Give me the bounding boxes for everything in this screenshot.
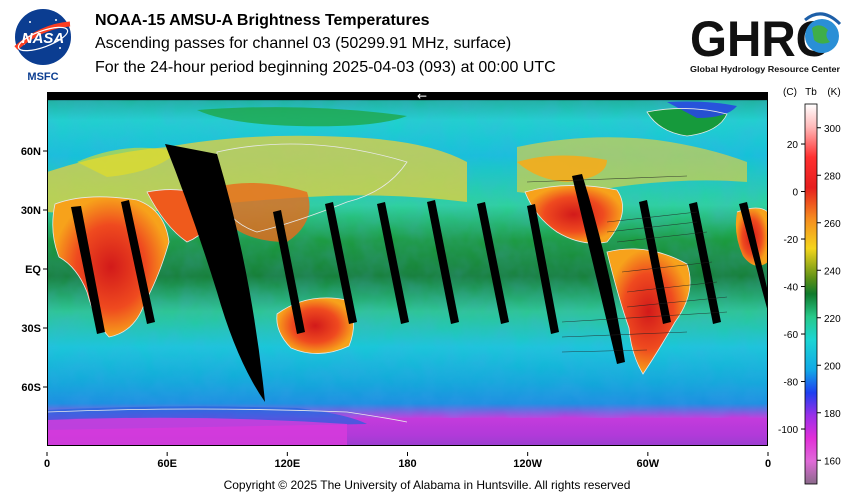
x-tick-label: 60W bbox=[637, 458, 660, 470]
colorbar-tb-header: Tb bbox=[805, 87, 817, 98]
y-tick-label: 60N bbox=[21, 146, 41, 158]
swath-gaps bbox=[71, 144, 768, 402]
y-tick-label: 30S bbox=[21, 323, 41, 335]
celsius-tick-label: -80 bbox=[784, 378, 799, 389]
x-tick-label: 120W bbox=[513, 458, 542, 470]
celsius-tick-label: -20 bbox=[784, 235, 799, 246]
ghrc-tagline: Global Hydrology Resource Center bbox=[690, 65, 840, 74]
y-tick-label: EQ bbox=[25, 264, 41, 276]
nasa-logo: NASA MSFC bbox=[12, 8, 76, 83]
x-tick-label: 0 bbox=[44, 458, 50, 470]
kelvin-tick-label: 300 bbox=[824, 124, 841, 135]
ghrc-logo: GHRC Global Hydrology Resource Center bbox=[688, 10, 850, 76]
celsius-tick-label: 0 bbox=[792, 188, 798, 199]
celsius-tick-label: 20 bbox=[787, 140, 799, 151]
celsius-tick-label: -40 bbox=[784, 283, 799, 294]
longitude-axis: 0 60E 120E 180 120W 60W 0 bbox=[44, 452, 771, 470]
kelvin-tick-label: 180 bbox=[824, 409, 841, 420]
x-tick-label: 180 bbox=[398, 458, 416, 470]
kelvin-tick-label: 220 bbox=[824, 314, 841, 325]
kelvin-tick-label: 260 bbox=[824, 219, 841, 230]
colorbar-kelvin-header: (K) bbox=[827, 87, 840, 98]
subtitle-passes: Ascending passes for channel 03 (50299.9… bbox=[95, 35, 512, 52]
brightness-temperature-map: ← bbox=[47, 92, 768, 446]
pass-direction-arrow-icon: ← bbox=[417, 92, 427, 103]
page-title: NOAA-15 AMSU-A Brightness Temperatures bbox=[95, 12, 430, 29]
celsius-tick-label: -60 bbox=[784, 330, 799, 341]
colorbar-celsius-header: (C) bbox=[783, 87, 797, 98]
kelvin-tick-label: 160 bbox=[824, 456, 841, 467]
y-tick-label: 30N bbox=[21, 205, 41, 217]
x-tick-label: 0 bbox=[765, 458, 771, 470]
celsius-tick-label: -100 bbox=[778, 425, 798, 436]
x-tick-label: 60E bbox=[157, 458, 177, 470]
msfc-label: MSFC bbox=[27, 71, 58, 82]
kelvin-tick-label: 240 bbox=[824, 266, 841, 277]
colorbar: (C) Tb (K) 200-20-40-60-80-100 300280260… bbox=[778, 87, 841, 485]
y-tick-label: 60S bbox=[21, 382, 41, 394]
latitude-axis: 60N 30N EQ 30S 60S bbox=[21, 146, 47, 394]
nasa-wordmark: NASA bbox=[22, 30, 65, 47]
x-tick-label: 120E bbox=[274, 458, 300, 470]
kelvin-tick-label: 200 bbox=[824, 361, 841, 372]
copyright-notice: Copyright © 2025 The University of Alaba… bbox=[223, 478, 631, 492]
kelvin-tick-label: 280 bbox=[824, 171, 841, 182]
subtitle-period: For the 24-hour period beginning 2025-04… bbox=[95, 59, 556, 76]
title-block: NOAA-15 AMSU-A Brightness Temperatures A… bbox=[95, 10, 655, 80]
